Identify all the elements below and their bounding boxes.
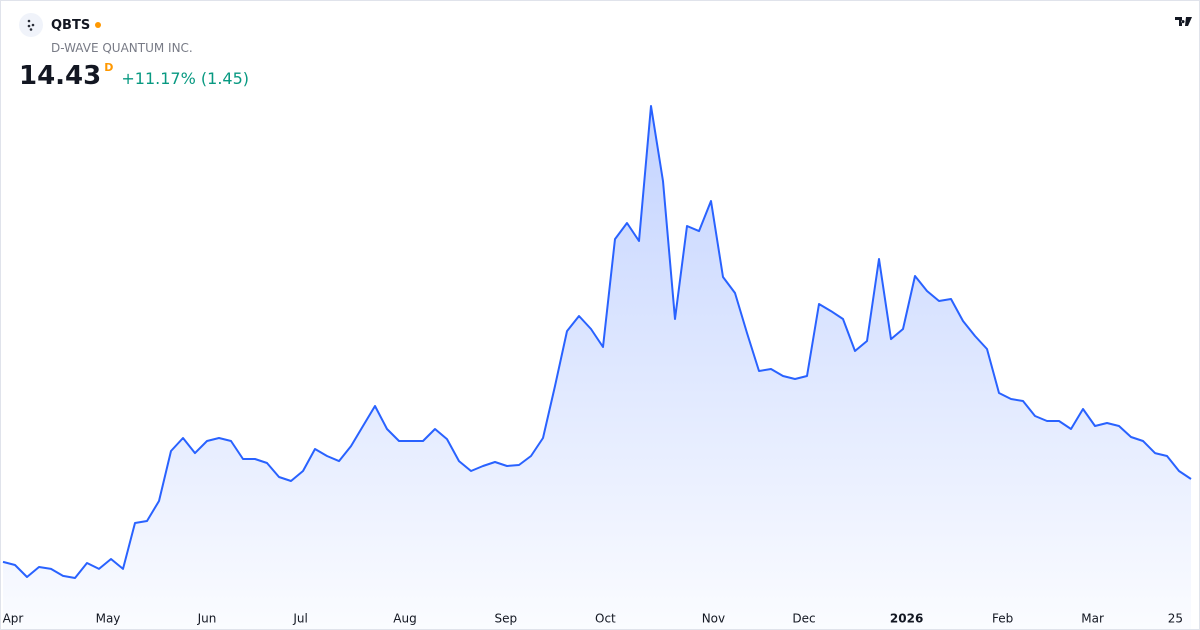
company-name: D-WAVE QUANTUM INC. [51,41,193,55]
price-suffix: D [104,61,114,74]
price-line [2,105,1192,579]
x-tick-label: 2026 [890,612,923,626]
x-tick-label: Mar [1081,612,1104,626]
x-tick-label: Oct [595,612,616,626]
area [3,106,1191,629]
x-tick-label: 25 [1168,612,1183,626]
symbol-icon [19,13,43,37]
status-dot [95,22,102,28]
x-tick-label: May [96,612,121,626]
last-price: 14.43 [19,61,102,91]
x-tick-label: Dec [792,612,815,626]
header: QBTS D-WAVE QUANTUM INC. 14.43 D +11.17%… [19,13,249,91]
x-tick-label: Aug [393,612,416,626]
x-tick-label: Sep [494,612,517,626]
symbol[interactable]: QBTS [51,17,91,33]
price-change: +11.17% (1.45) [121,68,249,88]
x-tick-label: Jul [292,612,307,626]
x-tick-label: Feb [992,612,1013,626]
x-tick-label: Nov [702,612,725,626]
x-tick-label: Apr [3,612,24,626]
logo[interactable] [1169,9,1199,33]
x-tick-label: Jun [197,612,217,626]
